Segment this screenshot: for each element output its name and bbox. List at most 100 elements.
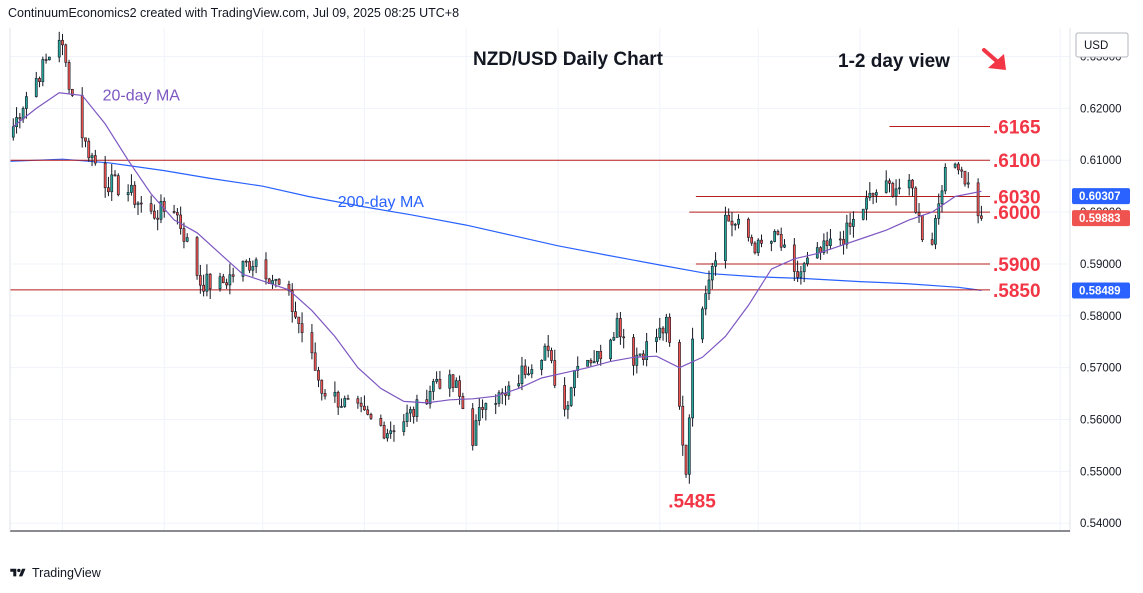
candle-body	[930, 239, 934, 245]
candle-body	[18, 117, 22, 120]
chart-area[interactable]: .6165 .6100 .6030.6000 .5900 .5850 NZD/USD D…	[9, 28, 1130, 532]
candle-down	[320, 379, 324, 401]
candle-up	[724, 206, 727, 269]
candle-up	[126, 184, 130, 202]
candle-down	[248, 257, 251, 273]
candle-down	[917, 203, 921, 223]
candle-body	[540, 360, 544, 370]
candle-body	[70, 88, 74, 96]
candle-down	[871, 192, 875, 205]
candle-down	[139, 195, 143, 213]
candle-body	[11, 126, 15, 138]
y-tick-label: 0.57000	[1080, 363, 1122, 375]
candle-body	[448, 374, 452, 389]
candle-down	[891, 181, 895, 198]
candle-down	[911, 179, 914, 197]
candle-body	[34, 78, 38, 97]
candle-body	[484, 403, 488, 410]
candle-body	[336, 391, 340, 408]
candle-body	[655, 337, 658, 342]
candle-body	[701, 308, 704, 340]
y-tick-label: 0.59000	[1080, 259, 1122, 271]
candle-up	[937, 193, 941, 225]
candle-up	[340, 398, 343, 408]
price-chart[interactable]: .6165 .6100 .6030.6000 .5900 .5850 NZD/USD D…	[0, 0, 1133, 535]
candle-up	[966, 172, 970, 189]
level-label: .6030	[993, 188, 1041, 209]
candle-up	[691, 327, 694, 427]
candle-body	[481, 407, 484, 410]
candle-down	[61, 33, 64, 56]
candle-body	[861, 208, 865, 220]
candle-body	[244, 260, 248, 263]
candle-body	[543, 345, 547, 361]
candle-down	[103, 155, 107, 198]
candle-down	[760, 234, 763, 248]
candle-body	[550, 350, 553, 361]
candle-down	[133, 181, 137, 209]
candle-up	[415, 394, 419, 422]
candle-up	[884, 170, 888, 194]
candle-down	[553, 349, 557, 389]
candle-up	[431, 378, 435, 401]
chart-labels: NZD/USD Daily Chart 1-2 day view 20-day MA…	[103, 48, 1006, 513]
ma200-price-tag: 0.60307	[1072, 188, 1130, 205]
candle-body	[287, 283, 291, 292]
candle-body	[546, 345, 550, 351]
candle-up	[428, 385, 432, 409]
candle-up	[497, 390, 501, 407]
candle-up	[737, 214, 740, 229]
candle-body	[894, 188, 898, 197]
candle-up	[251, 260, 255, 277]
candle-down	[619, 311, 622, 345]
candle-up	[733, 222, 737, 231]
footer: TradingView	[8, 566, 101, 580]
svg-text:0.59883: 0.59883	[1079, 213, 1121, 225]
candle-down	[107, 176, 110, 197]
candle-up	[783, 239, 786, 249]
candle-up	[448, 369, 452, 397]
candle-up	[254, 257, 258, 274]
candle-body	[681, 405, 685, 446]
candle-down	[888, 178, 891, 193]
candle-body	[852, 218, 855, 227]
candle-body	[116, 175, 120, 196]
candle-down	[336, 390, 340, 415]
candle-body	[868, 192, 872, 199]
candle-up	[454, 377, 458, 388]
candle-body	[530, 369, 534, 375]
candle-body	[504, 393, 507, 396]
chart-subtitle: 1-2 day view	[838, 51, 950, 72]
candle-down	[599, 344, 603, 366]
candle-up	[586, 359, 589, 367]
candle-down	[297, 316, 301, 334]
candle-body	[645, 341, 649, 361]
candle-body	[133, 184, 137, 205]
candle-up	[241, 260, 245, 282]
candle-up	[852, 211, 855, 238]
series-label: 20-day MA	[103, 88, 181, 105]
candle-body	[228, 274, 232, 286]
candle-body	[687, 417, 691, 475]
candle-up	[159, 194, 163, 224]
candle-body	[888, 180, 891, 184]
candle-down	[300, 312, 304, 343]
candle-body	[156, 217, 160, 220]
ma20-path	[12, 92, 982, 404]
candle-down	[179, 206, 183, 235]
candle-up	[875, 189, 878, 203]
candle-body	[523, 365, 527, 375]
candle-down	[960, 166, 964, 178]
candle-body	[182, 228, 186, 242]
candle-body	[865, 197, 868, 210]
candle-body	[940, 190, 944, 205]
candle-body	[799, 271, 803, 278]
candle-body	[710, 265, 714, 281]
candle-down	[116, 173, 120, 197]
level-label: .5900	[993, 255, 1041, 276]
level-label: .6165	[993, 118, 1041, 139]
candle-body	[520, 365, 524, 384]
candle-body	[733, 223, 737, 226]
candle-up	[635, 347, 639, 374]
candle-body	[333, 391, 337, 397]
